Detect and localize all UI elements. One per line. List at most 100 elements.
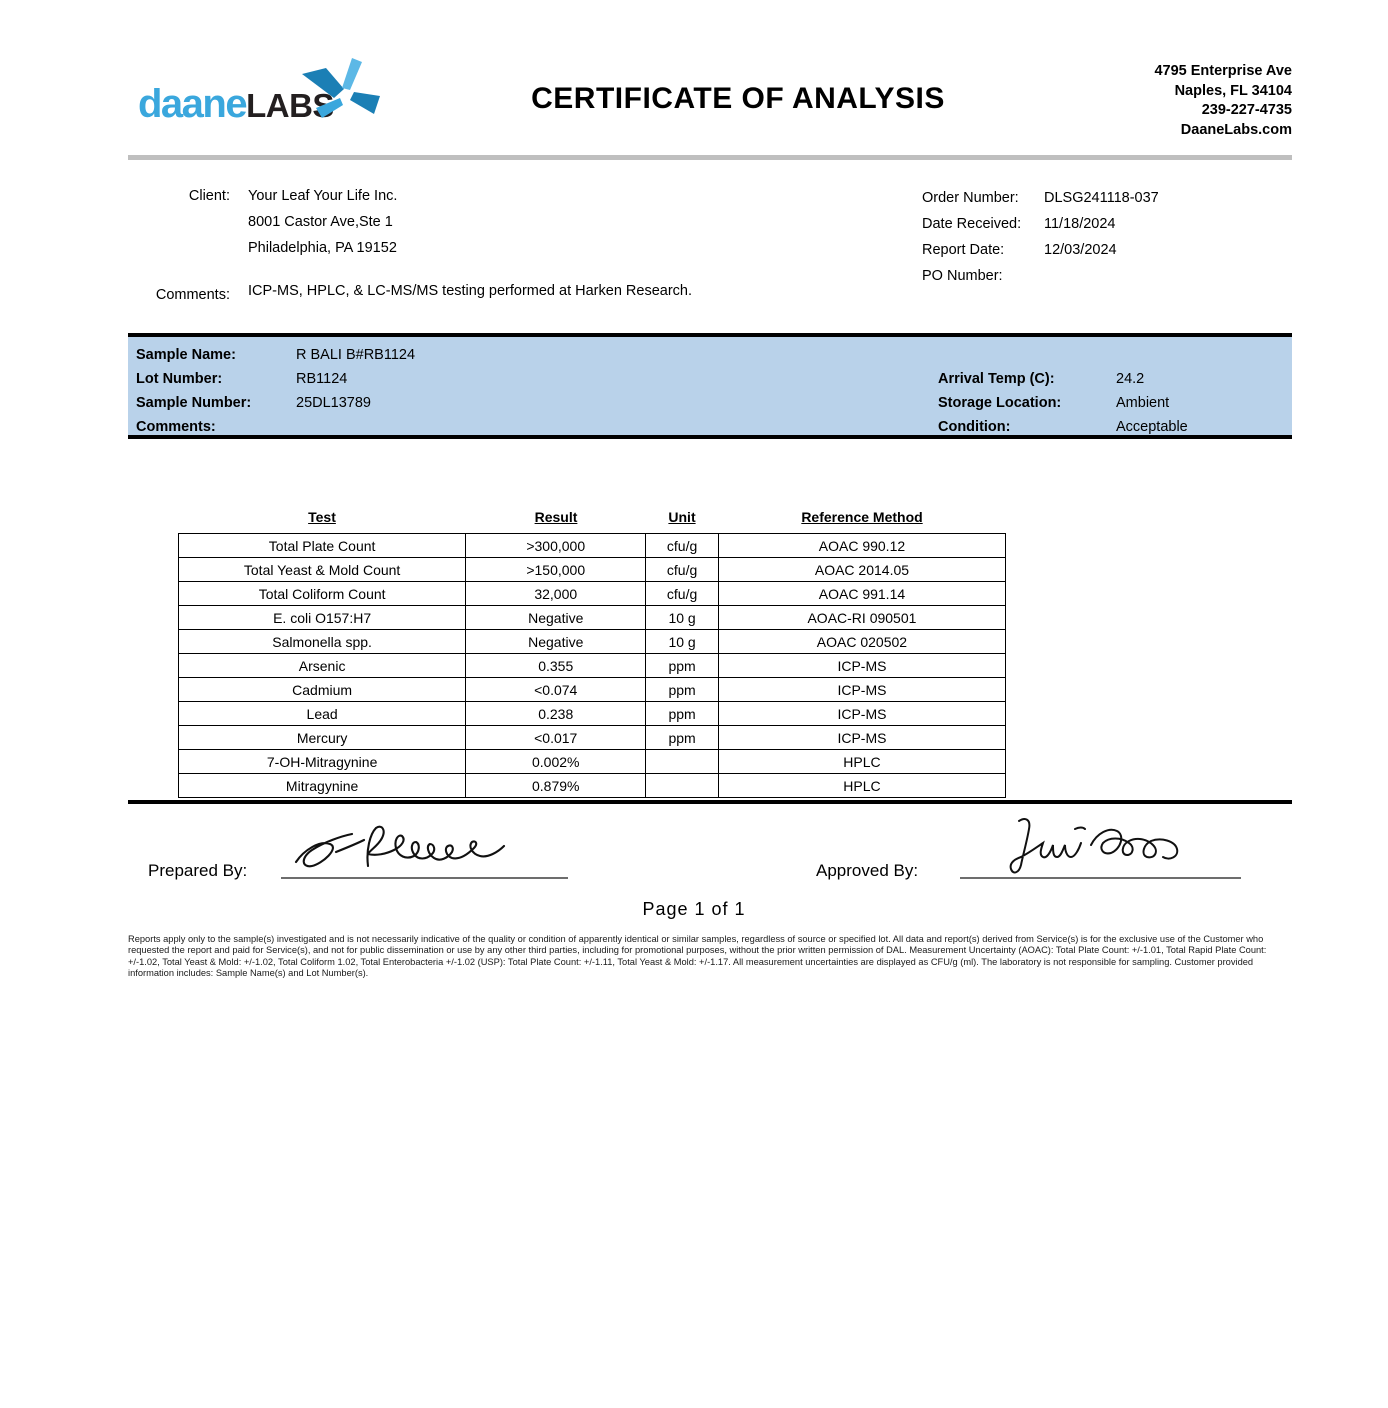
lot-number-value: RB1124 <box>296 371 348 387</box>
cell-test: Mitragynine <box>177 773 467 798</box>
sample-panel-right: Arrival Temp (C): 24.2 Storage Location:… <box>938 367 1278 439</box>
cell-test: Salmonella spp. <box>177 629 467 654</box>
client-street-row: 8001 Castor Ave,Ste 1 <box>144 209 764 235</box>
column-header-test: Test <box>308 509 336 525</box>
cell-test: Lead <box>177 701 467 726</box>
lab-address: 4795 Enterprise Ave Naples, FL 34104 239… <box>1154 62 1292 140</box>
date-received-row: Date Received: 11/18/2024 <box>922 211 1302 237</box>
cell-method: ICP-MS <box>717 677 1007 702</box>
cell-test: 7-OH-Mitragynine <box>177 749 467 774</box>
cell-unit: 10 g <box>645 605 719 630</box>
cell-test: Total Plate Count <box>177 533 467 558</box>
sample-panel-left: Sample Name: R BALI B#RB1124 Lot Number:… <box>136 343 736 439</box>
client-name: Your Leaf Your Life Inc. <box>248 188 398 204</box>
order-number-label: Order Number: <box>922 190 1019 206</box>
cell-unit <box>645 773 719 798</box>
logo-daane-text: daane <box>138 82 248 126</box>
prepared-by-signature <box>294 825 506 868</box>
client-label: Client: <box>188 188 230 204</box>
cell-result: 0.355 <box>465 653 647 678</box>
cell-unit: 10 g <box>645 629 719 654</box>
cell-test: E. coli O157:H7 <box>177 605 467 630</box>
page-title: CERTIFICATE OF ANALYSIS <box>531 82 945 115</box>
sample-name-value: R BALI B#RB1124 <box>296 347 416 363</box>
column-header-result: Result <box>534 509 578 525</box>
cell-method: AOAC 991.14 <box>717 581 1007 606</box>
sample-comments-label: Comments: <box>136 419 216 435</box>
column-header-unit: Unit <box>668 509 696 525</box>
cell-test: Mercury <box>177 725 467 750</box>
signature-divider <box>128 800 1292 804</box>
cell-result: <0.017 <box>465 725 647 750</box>
results-table-header: Test Result Unit Reference Method <box>178 505 1006 529</box>
results-table: Total Plate Count >300,000 cfu/g AOAC 990.1… <box>177 533 1007 798</box>
cell-result: 0.002% <box>465 749 647 774</box>
table-row: Total Plate Count >300,000 cfu/g AOAC 990.1… <box>177 533 1007 558</box>
cell-unit: cfu/g <box>645 557 719 582</box>
arrival-temp-row: Arrival Temp (C): 24.2 <box>938 367 1278 391</box>
sample-number-row: Sample Number: 25DL13789 <box>136 391 736 415</box>
results-table-wrapper: Test Result Unit Reference Method Total … <box>177 505 1007 798</box>
cell-method: ICP-MS <box>717 701 1007 726</box>
logo-wordmark: daaneLABS <box>138 84 334 124</box>
cell-unit: ppm <box>645 701 719 726</box>
sample-info-panel: Sample Name: R BALI B#RB1124 Lot Number:… <box>128 333 1292 439</box>
sample-number-label: Sample Number: <box>136 395 252 411</box>
page-number: Page 1 of 1 <box>642 899 746 919</box>
header-divider <box>128 155 1292 160</box>
cell-unit: cfu/g <box>645 581 719 606</box>
cell-result: Negative <box>465 629 647 654</box>
table-row: Salmonella spp. Negative 10 g AOAC 020502 <box>177 629 1007 654</box>
table-row: Mercury <0.017 ppm ICP-MS <box>177 725 1007 750</box>
lot-number-label: Lot Number: <box>136 371 223 387</box>
table-row: Cadmium <0.074 ppm ICP-MS <box>177 677 1007 702</box>
report-date-label: Report Date: <box>922 242 1005 258</box>
table-row: Mitragynine 0.879% HPLC <box>177 773 1007 798</box>
order-number-value: DLSG241118-037 <box>1044 190 1159 206</box>
cell-method: AOAC 990.12 <box>717 533 1007 558</box>
client-name-row: Client: Your Leaf Your Life Inc. <box>144 183 764 209</box>
po-number-row: PO Number: <box>922 263 1302 289</box>
cell-method: ICP-MS <box>717 653 1007 678</box>
cell-test: Arsenic <box>177 653 467 678</box>
condition-label: Condition: <box>938 419 1011 435</box>
table-row: Total Yeast & Mold Count >150,000 cfu/g AOA… <box>177 557 1007 582</box>
sample-comments-row: Comments: <box>136 415 736 439</box>
address-line-2: Naples, FL 34104 <box>1174 82 1292 99</box>
storage-location-row: Storage Location: Ambient <box>938 391 1278 415</box>
approved-by-signature <box>1009 818 1179 874</box>
cell-unit <box>645 749 719 774</box>
prepared-by-label: Prepared By: <box>148 861 248 880</box>
cell-test: Total Yeast & Mold Count <box>177 557 467 582</box>
pinwheel-star-icon <box>302 58 380 118</box>
order-info-block: Order Number: DLSG241118-037 Date Receiv… <box>922 185 1302 289</box>
approved-by-label: Approved By: <box>816 861 919 880</box>
table-row: Arsenic 0.355 ppm ICP-MS <box>177 653 1007 678</box>
arrival-temp-label: Arrival Temp (C): <box>938 371 1055 387</box>
date-received-value: 11/18/2024 <box>1044 216 1116 232</box>
cell-method: HPLC <box>717 749 1007 774</box>
prepared-by-line <box>281 877 568 879</box>
cell-unit: ppm <box>645 653 719 678</box>
client-comments-label: Comments: <box>155 287 230 303</box>
cell-method: ICP-MS <box>717 725 1007 750</box>
page-header: daaneLABS CERTIFICATE OF ANALYSIS 4795 E… <box>128 48 1292 148</box>
client-city-row: Philadelphia, PA 19152 <box>144 235 764 261</box>
table-row: 7-OH-Mitragynine 0.002% HPLC <box>177 749 1007 774</box>
arrival-temp-value: 24.2 <box>1116 371 1145 387</box>
cell-test: Total Coliform Count <box>177 581 467 606</box>
client-info-block: Client: Your Leaf Your Life Inc. 8001 Ca… <box>144 183 764 261</box>
cell-result: 0.879% <box>465 773 647 798</box>
condition-row: Condition: Acceptable <box>938 415 1278 439</box>
cell-method: AOAC-RI 090501 <box>717 605 1007 630</box>
cell-result: <0.074 <box>465 677 647 702</box>
address-phone: 239-227-4735 <box>1201 102 1292 118</box>
cell-result: 32,000 <box>465 581 647 606</box>
cell-test: Cadmium <box>177 677 467 702</box>
condition-value: Acceptable <box>1116 419 1188 435</box>
logo-labs-text: LABS <box>246 87 334 124</box>
order-number-row: Order Number: DLSG241118-037 <box>922 185 1302 211</box>
daane-labs-logo: daaneLABS <box>138 58 398 140</box>
client-street: 8001 Castor Ave,Ste 1 <box>248 214 393 230</box>
